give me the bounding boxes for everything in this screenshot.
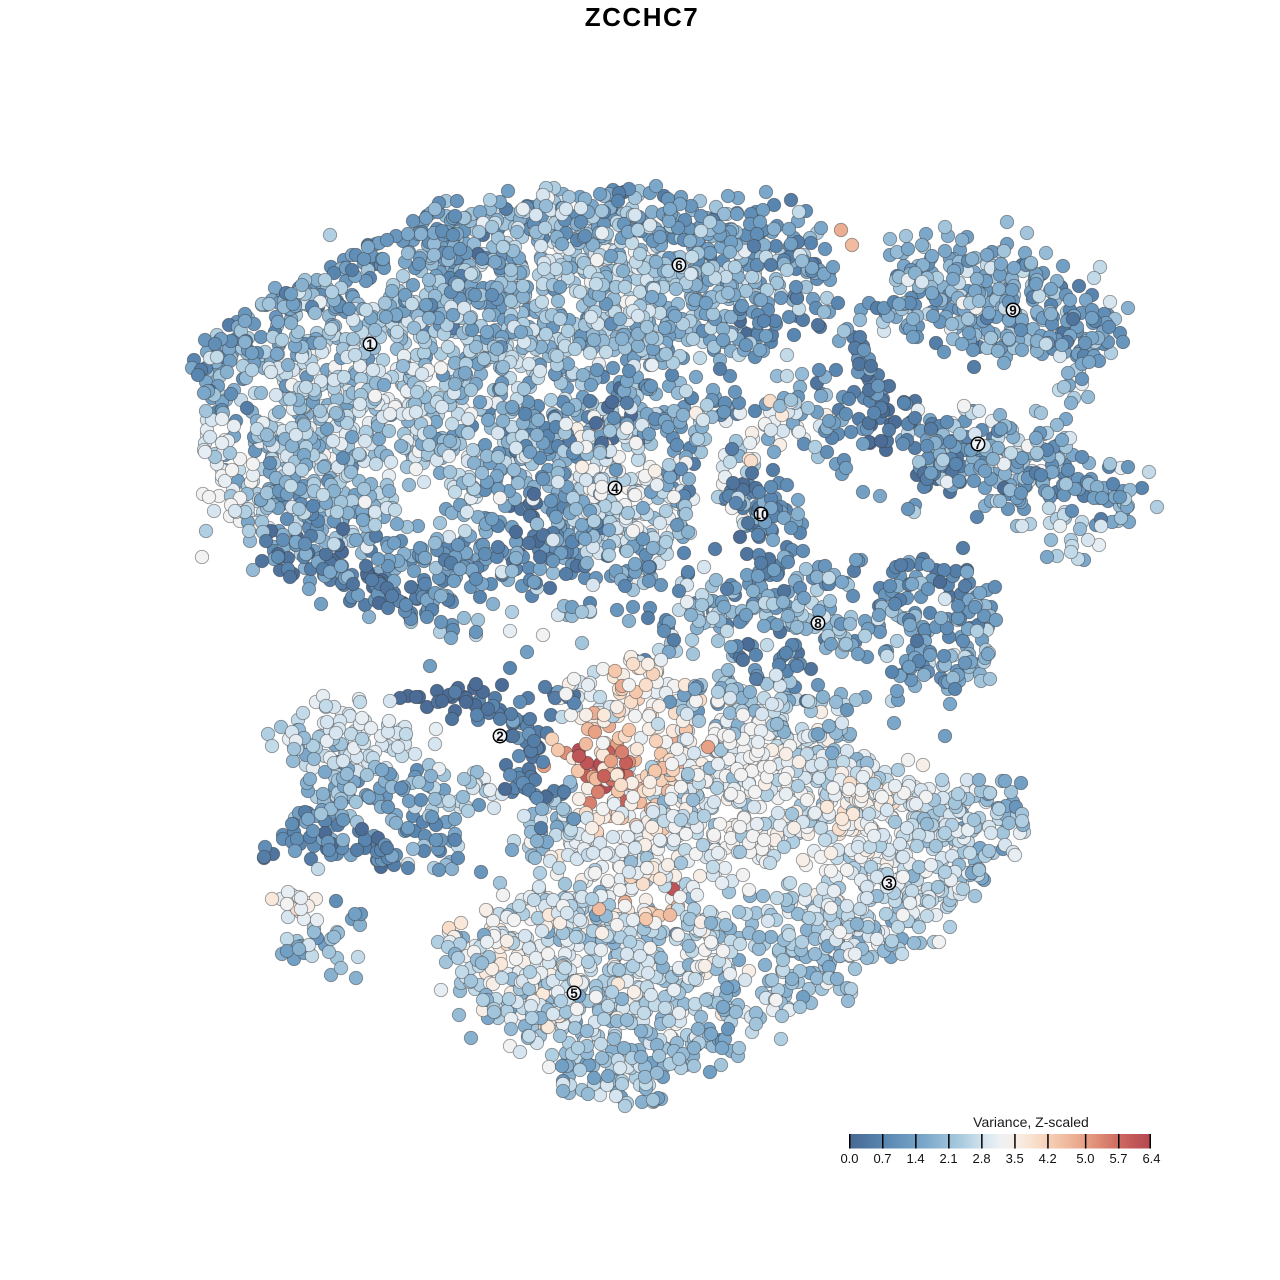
svg-text:ZCCHC7: ZCCHC7 <box>585 2 699 32</box>
